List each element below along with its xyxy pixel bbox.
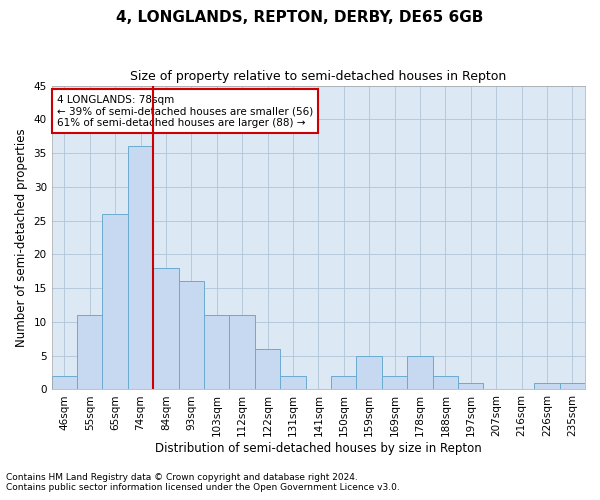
X-axis label: Distribution of semi-detached houses by size in Repton: Distribution of semi-detached houses by … <box>155 442 482 455</box>
Bar <box>331 376 356 390</box>
Bar <box>52 376 77 390</box>
Bar <box>153 268 179 390</box>
Bar <box>103 214 128 390</box>
Bar <box>179 282 204 390</box>
Bar <box>534 382 560 390</box>
Bar <box>407 356 433 390</box>
Bar <box>458 382 484 390</box>
Bar <box>128 146 153 390</box>
Bar <box>229 315 255 390</box>
Bar <box>255 349 280 390</box>
Bar <box>560 382 585 390</box>
Text: 4, LONGLANDS, REPTON, DERBY, DE65 6GB: 4, LONGLANDS, REPTON, DERBY, DE65 6GB <box>116 10 484 25</box>
Bar <box>280 376 305 390</box>
Bar <box>433 376 458 390</box>
Bar <box>356 356 382 390</box>
Text: Contains HM Land Registry data © Crown copyright and database right 2024.
Contai: Contains HM Land Registry data © Crown c… <box>6 473 400 492</box>
Bar <box>204 315 229 390</box>
Title: Size of property relative to semi-detached houses in Repton: Size of property relative to semi-detach… <box>130 70 506 83</box>
Bar <box>77 315 103 390</box>
Y-axis label: Number of semi-detached properties: Number of semi-detached properties <box>15 128 28 347</box>
Bar <box>382 376 407 390</box>
Text: 4 LONGLANDS: 78sqm
← 39% of semi-detached houses are smaller (56)
61% of semi-de: 4 LONGLANDS: 78sqm ← 39% of semi-detache… <box>57 94 313 128</box>
